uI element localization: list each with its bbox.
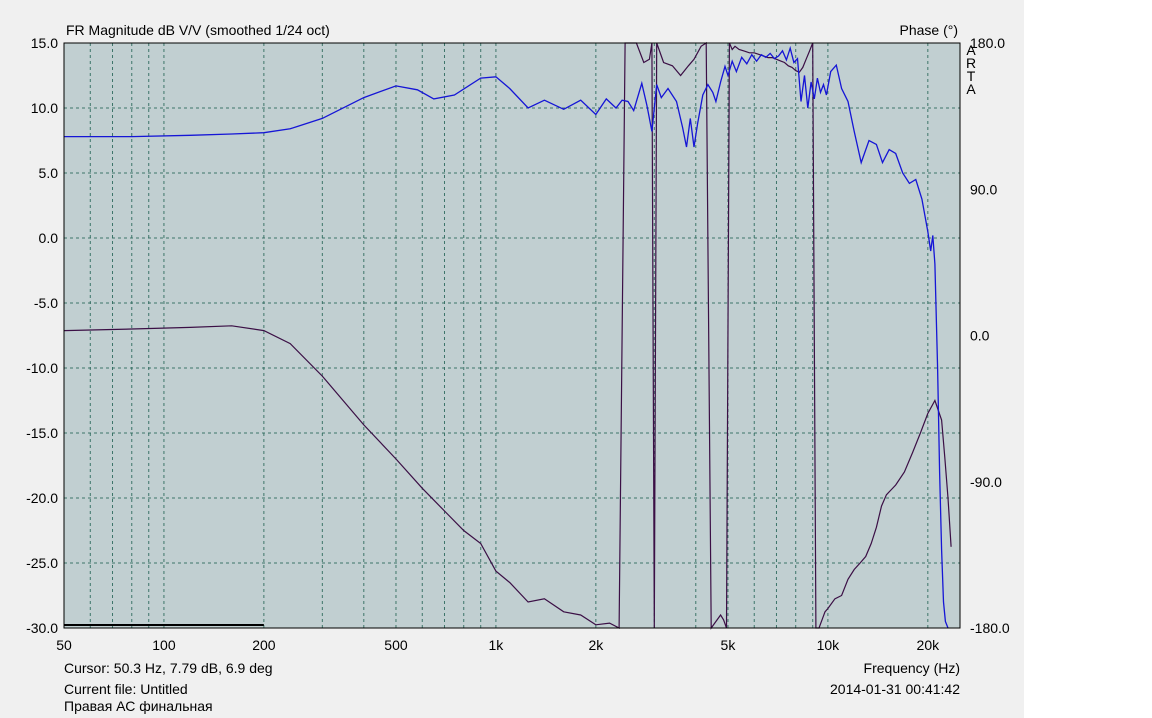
x-tick-label: 2k	[588, 637, 604, 653]
chart-canvas: 15.0 10.0 5.0 0.0 -5.0 -10.0 -15.0 -20.0 -25.0 -3…	[26, 35, 1010, 653]
x-tick-label: 5k	[721, 637, 737, 653]
axis-ticks: 15.0 10.0 5.0 0.0 -5.0 -10.0 -15.0 -20.0 -25.0 -3…	[26, 35, 1010, 653]
y2-tick-label: 90.0	[970, 181, 997, 197]
grid	[64, 43, 960, 628]
arta-logo-letter: T	[966, 68, 976, 84]
y-tick-label: -10.0	[26, 360, 58, 376]
current-file-label: Current file: Untitled	[64, 681, 188, 697]
arta-logo-letter: R	[965, 55, 977, 71]
y-tick-label: -30.0	[26, 620, 58, 636]
y-tick-label: -20.0	[26, 490, 58, 506]
y-tick-label: -15.0	[26, 425, 58, 441]
x-tick-label: 50	[56, 637, 72, 653]
y-tick-label: -25.0	[26, 555, 58, 571]
cursor-readout: Cursor: 50.3 Hz, 7.79 dB, 6.9 deg	[64, 660, 273, 676]
x-tick-label: 20k	[917, 637, 941, 653]
x-tick-label: 1k	[489, 637, 505, 653]
phase-series-line	[63, 41, 952, 630]
arta-logo: A R T A	[964, 42, 978, 97]
measurement-note: Правая АС финальная	[64, 698, 213, 714]
magnitude-series-line	[64, 45, 949, 629]
timestamp-label: 2014-01-31 00:41:42	[830, 681, 960, 697]
x-tick-label: 100	[152, 637, 176, 653]
x-tick-label: 500	[384, 637, 408, 653]
y2-tick-label: 0.0	[970, 328, 990, 344]
y-tick-label: 5.0	[39, 165, 59, 181]
x-tick-label: 200	[252, 637, 276, 653]
plot-border	[63, 42, 961, 629]
y-tick-label: 0.0	[39, 230, 59, 246]
y2-tick-label: 180.0	[970, 35, 1005, 51]
chart-title: FR Magnitude dB V/V (smoothed 1/24 oct)	[66, 22, 330, 38]
arta-window: 15.0 10.0 5.0 0.0 -5.0 -10.0 -15.0 -20.0 -25.0 -3…	[0, 0, 1024, 718]
x-axis-label: Frequency (Hz)	[863, 660, 960, 676]
x-tick-label: 10k	[817, 637, 841, 653]
y2-tick-label: -180.0	[970, 620, 1010, 636]
y-tick-label: -5.0	[34, 295, 58, 311]
plot-area[interactable]	[64, 43, 960, 628]
arta-logo-letter: A	[966, 42, 976, 58]
arta-logo-letter: A	[966, 81, 976, 97]
phase-axis-label: Phase (°)	[899, 22, 958, 38]
y-tick-label: 10.0	[31, 100, 58, 116]
y2-tick-label: -90.0	[970, 474, 1002, 490]
y-tick-label: 15.0	[31, 35, 58, 51]
